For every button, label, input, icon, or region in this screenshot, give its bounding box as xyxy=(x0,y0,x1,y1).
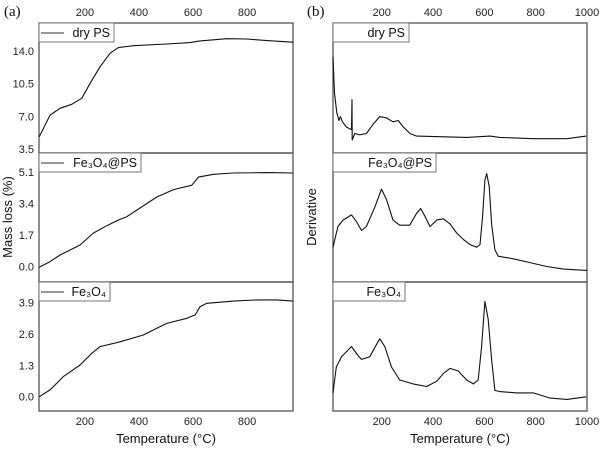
legend-label: Fe₃O₄@PS xyxy=(73,156,137,170)
series-line-0 xyxy=(38,38,294,137)
x-tick-label: 400 xyxy=(130,416,148,428)
x-tick-label-top: 200 xyxy=(76,7,94,19)
legend-box xyxy=(332,152,437,173)
y-tick-label: 1.7 xyxy=(19,230,34,242)
subplot-frame xyxy=(38,281,294,412)
panel-label: (a) xyxy=(4,4,21,20)
legend-label: Fe₃O₄ xyxy=(366,285,401,299)
x-tick-label: 800 xyxy=(238,416,256,428)
x-tick-label: 1000 xyxy=(575,416,599,428)
x-tick-label-top: 600 xyxy=(475,7,493,19)
y-tick-label: 2.6 xyxy=(19,329,34,341)
y-tick-label: 3.4 xyxy=(19,199,34,211)
x-tick-label-top: 400 xyxy=(424,7,442,19)
x-tick-label: 600 xyxy=(475,416,493,428)
y-tick-label: 0.0 xyxy=(19,262,34,274)
legend-box xyxy=(38,281,111,302)
y-tick-label: 1.3 xyxy=(19,360,34,372)
series-line-1 xyxy=(39,172,294,268)
y-tick-label: 5.1 xyxy=(19,167,34,179)
x-tick-label-top: 400 xyxy=(130,7,148,19)
x-tick-label-top: 200 xyxy=(373,7,391,19)
x-tick-label: 400 xyxy=(424,416,442,428)
x-tick-label: 200 xyxy=(76,416,94,428)
x-axis-label: Temperature (°C) xyxy=(410,431,510,446)
y-axis-label: Mass loss (%) xyxy=(0,176,15,258)
series-line-0 xyxy=(332,56,587,141)
legend-box xyxy=(38,152,142,173)
legend-label: Fe₃O₄ xyxy=(71,285,106,299)
y-tick-label: 10.5 xyxy=(13,79,34,91)
panel-label: (b) xyxy=(307,4,325,20)
y-tick-label: 3.9 xyxy=(19,297,34,309)
y-tick-label: 3.5 xyxy=(19,144,34,156)
legend-label: Fe₃O₄@PS xyxy=(368,156,432,170)
x-axis-label: Temperature (°C) xyxy=(116,431,216,446)
subplot-frame xyxy=(332,281,588,412)
x-tick-label-top: 800 xyxy=(238,7,256,19)
legend-box xyxy=(38,22,115,43)
legend-box xyxy=(332,22,410,43)
legend-box xyxy=(332,281,406,302)
series-line-2 xyxy=(332,300,587,400)
x-tick-label-top: 600 xyxy=(184,7,202,19)
legend-label: dry PS xyxy=(72,26,110,40)
x-tick-label: 200 xyxy=(373,416,391,428)
legend-label: dry PS xyxy=(367,26,405,40)
y-tick-label: 14.0 xyxy=(13,46,34,58)
x-tick-label: 600 xyxy=(184,416,202,428)
series-line-1 xyxy=(332,173,588,271)
y-tick-label: 0.0 xyxy=(19,392,34,404)
x-tick-label-top: 800 xyxy=(527,7,545,19)
x-tick-label-top: 1000 xyxy=(575,7,599,19)
y-axis-label: Derivative xyxy=(304,188,319,246)
x-tick-label: 800 xyxy=(527,416,545,428)
y-tick-label: 7.0 xyxy=(19,111,34,123)
series-line-2 xyxy=(39,299,294,398)
